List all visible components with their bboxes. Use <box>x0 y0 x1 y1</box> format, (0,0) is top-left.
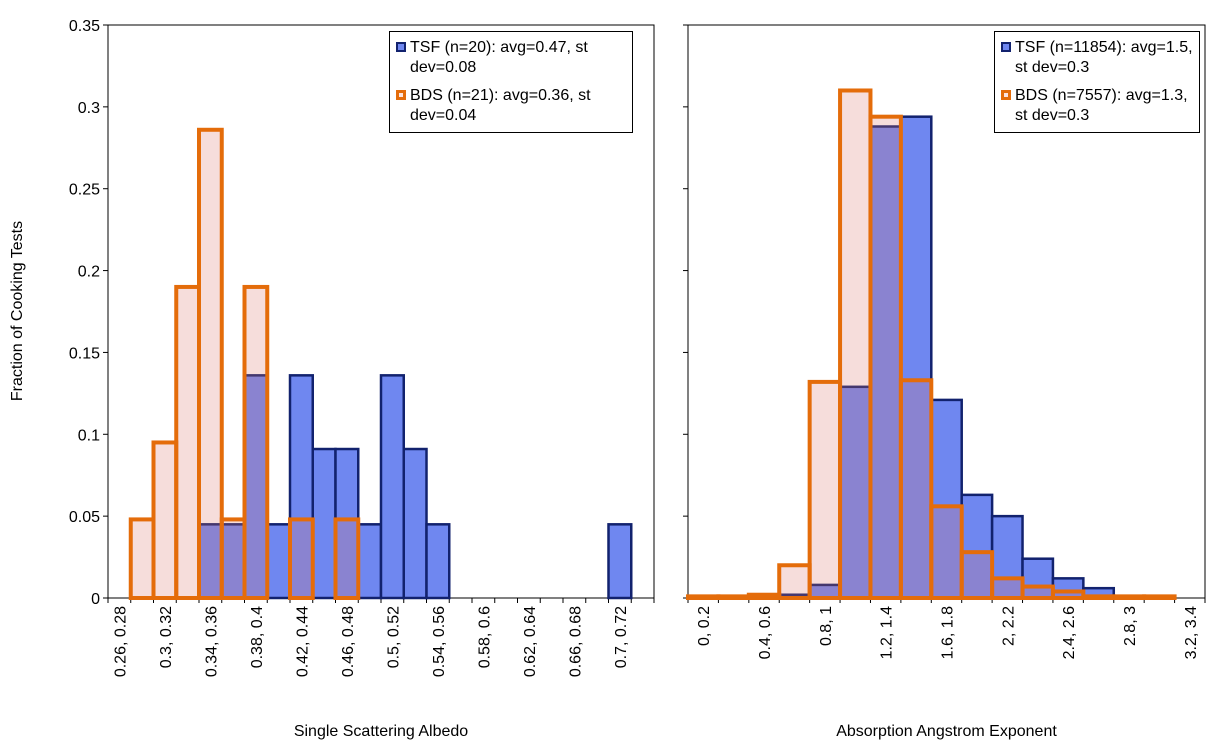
legend-label: BDS (n=7557): avg=1.3, st dev=0.3 <box>1015 87 1188 124</box>
bar <box>716 594 751 600</box>
legend-label: TSF (n=20): avg=0.47, st dev=0.08 <box>410 39 588 76</box>
bar <box>990 514 1024 600</box>
bar <box>959 550 995 600</box>
bar <box>607 523 633 600</box>
legend-entry: BDS (n=21): avg=0.36, st dev=0.04 <box>396 86 626 126</box>
x-tick-label: 0.42, 0.44 <box>294 606 311 677</box>
bar <box>333 517 361 600</box>
x-tick-label: 2.8, 3 <box>1122 606 1139 646</box>
bar <box>807 379 843 601</box>
legend: TSF (n=20): avg=0.47, st dev=0.08 BDS (n=… <box>389 31 633 133</box>
legend-label: TSF (n=11854): avg=1.5, st dev=0.3 <box>1015 39 1193 76</box>
x-tick-label: 0.66, 0.68 <box>567 606 584 677</box>
legend-entry: BDS (n=7557): avg=1.3, st dev=0.3 <box>1001 86 1193 126</box>
bar <box>379 374 405 600</box>
y-tick-label: 0.2 <box>78 264 100 281</box>
bar <box>1021 557 1055 600</box>
y-tick-label: 0.1 <box>78 427 100 444</box>
x-tick-label: 0.54, 0.56 <box>431 606 448 677</box>
bar <box>151 440 179 600</box>
x-tick-label: 2, 2.2 <box>1000 606 1017 646</box>
bar <box>242 284 270 600</box>
bar <box>838 88 873 600</box>
bar <box>219 517 247 600</box>
x-axis-title: Absorption Angstrom Exponent <box>836 723 1057 740</box>
bar <box>311 447 337 600</box>
y-tick-label: 0.15 <box>69 345 100 362</box>
x-tick-label: 0.26, 0.28 <box>112 606 129 677</box>
bar <box>1081 594 1116 600</box>
bar <box>1111 594 1147 600</box>
x-tick-label: 2.4, 2.6 <box>1061 606 1078 659</box>
bar <box>197 127 224 601</box>
y-tick-label: 0.05 <box>69 509 100 526</box>
bar <box>1020 584 1055 600</box>
y-tick-label: 0.35 <box>69 18 100 35</box>
x-tick-label: 0.58, 0.6 <box>476 606 493 668</box>
bar <box>746 592 782 600</box>
y-tick-label: 0 <box>91 591 100 608</box>
x-tick-label: 0, 0.2 <box>696 606 713 646</box>
bar <box>898 378 934 601</box>
bar <box>128 517 156 600</box>
x-axis-title: Single Scattering Albedo <box>294 723 468 740</box>
x-tick-label: 0.8, 1 <box>818 606 835 646</box>
legend-swatch <box>1001 42 1011 52</box>
x-tick-label: 3.2, 3.4 <box>1183 606 1200 659</box>
legend-entry: TSF (n=20): avg=0.47, st dev=0.08 <box>396 38 626 78</box>
legend-swatch <box>396 42 406 52</box>
bar <box>686 594 721 600</box>
legend-swatch <box>396 90 406 100</box>
legend-label: BDS (n=21): avg=0.36, st dev=0.04 <box>410 87 591 124</box>
y-tick-label: 0.25 <box>69 182 100 199</box>
bar <box>357 523 383 600</box>
x-tick-label: 0.38, 0.4 <box>249 606 266 668</box>
bar <box>402 447 428 600</box>
x-tick-label: 0.3, 0.32 <box>158 606 175 668</box>
x-tick-label: 0.7, 0.72 <box>613 606 630 668</box>
bar <box>1142 594 1177 600</box>
y-axis-title: Fraction of Cooking Tests <box>9 221 26 401</box>
x-tick-label: 1.2, 1.4 <box>879 606 896 659</box>
bar <box>929 504 964 601</box>
bar <box>990 576 1025 601</box>
bar <box>425 523 451 600</box>
bar <box>174 284 201 600</box>
bar <box>266 523 292 600</box>
y-tick-label: 0.3 <box>78 100 100 117</box>
bar <box>777 563 812 600</box>
legend: TSF (n=11854): avg=1.5, st dev=0.3 BDS (n… <box>994 31 1200 133</box>
bar <box>1050 589 1086 600</box>
bar <box>288 517 315 600</box>
x-tick-label: 0.62, 0.64 <box>522 606 539 677</box>
legend-swatch <box>1001 90 1011 100</box>
bar <box>868 114 903 601</box>
legend-entry: TSF (n=11854): avg=1.5, st dev=0.3 <box>1001 38 1193 78</box>
x-tick-label: 0.46, 0.48 <box>340 606 357 677</box>
x-tick-label: 0.4, 0.6 <box>757 606 774 659</box>
x-tick-label: 0.34, 0.36 <box>203 606 220 677</box>
x-tick-label: 1.6, 1.8 <box>940 606 957 659</box>
x-tick-label: 0.5, 0.52 <box>385 606 402 668</box>
